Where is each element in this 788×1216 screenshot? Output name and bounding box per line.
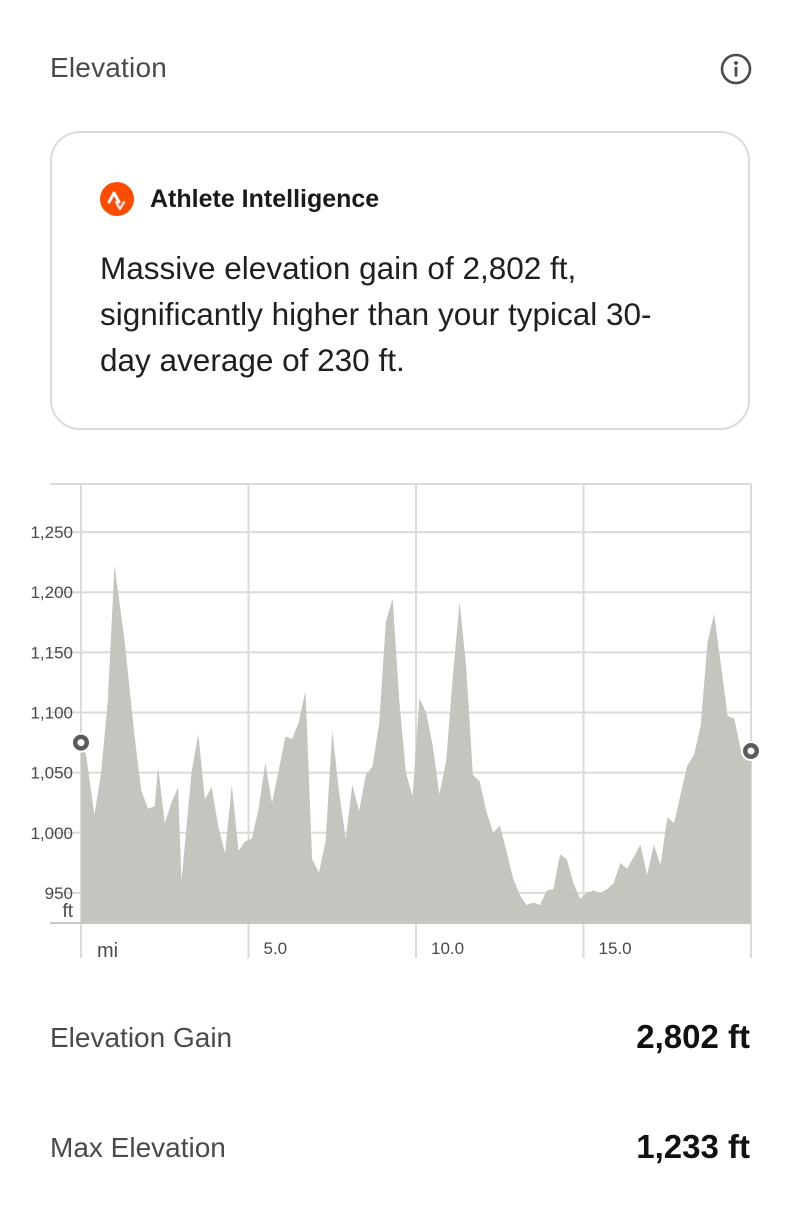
- y-tick-label: 1,200: [30, 583, 73, 602]
- y-tick-label: 1,050: [30, 764, 73, 783]
- x-unit-label: mi: [97, 940, 118, 962]
- y-tick-label: 950: [45, 884, 73, 903]
- stat-label-max-elevation: Max Elevation: [50, 1132, 226, 1163]
- section-title: Elevation: [50, 52, 167, 83]
- elevation-header: Elevation: [50, 40, 752, 100]
- x-tick-label: 10.0: [431, 939, 464, 958]
- stat-label-elevation-gain: Elevation Gain: [50, 1022, 233, 1053]
- athlete-intelligence-header: Athlete Intelligence: [100, 181, 379, 217]
- y-tick-label: 1,250: [30, 523, 73, 542]
- athlete-intelligence-label: Athlete Intelligence: [150, 184, 380, 213]
- strava-logo-icon: [100, 182, 134, 216]
- stat-row-elevation-gain: Elevation Gain 2,802 ft: [50, 1014, 750, 1064]
- elevation-chart-svg: 950 1,000 1,050 1,100 1,150 1,200 1,250 ft mi 5.0…: [30, 483, 761, 962]
- end-marker-inner: [747, 747, 755, 755]
- athlete-intelligence-message: Massive elevation gain of 2,802 ft, sign…: [100, 250, 652, 378]
- x-tick-label: 5.0: [264, 939, 288, 958]
- start-marker-inner: [77, 739, 85, 747]
- y-tick-label: 1,150: [30, 643, 73, 662]
- y-tick-label: 1,000: [30, 824, 73, 843]
- y-unit-label: ft: [62, 901, 73, 922]
- y-tick-label: 1,100: [30, 704, 73, 723]
- elevation-area: [81, 565, 751, 923]
- x-tick-label: 15.0: [599, 939, 632, 958]
- start-marker[interactable]: [71, 732, 91, 753]
- stat-value-elevation-gain: 2,802 ft: [636, 1018, 750, 1055]
- stat-row-max-elevation: Max Elevation 1,233 ft: [50, 1124, 750, 1174]
- athlete-intelligence-card[interactable]: Athlete Intelligence Massive elevation g…: [50, 131, 750, 430]
- stat-value-max-elevation: 1,233 ft: [636, 1128, 750, 1165]
- elevation-chart[interactable]: 950 1,000 1,050 1,100 1,150 1,200 1,250 ft mi 5.0…: [0, 470, 788, 970]
- end-marker[interactable]: [741, 741, 761, 762]
- info-circle-icon[interactable]: [720, 53, 752, 85]
